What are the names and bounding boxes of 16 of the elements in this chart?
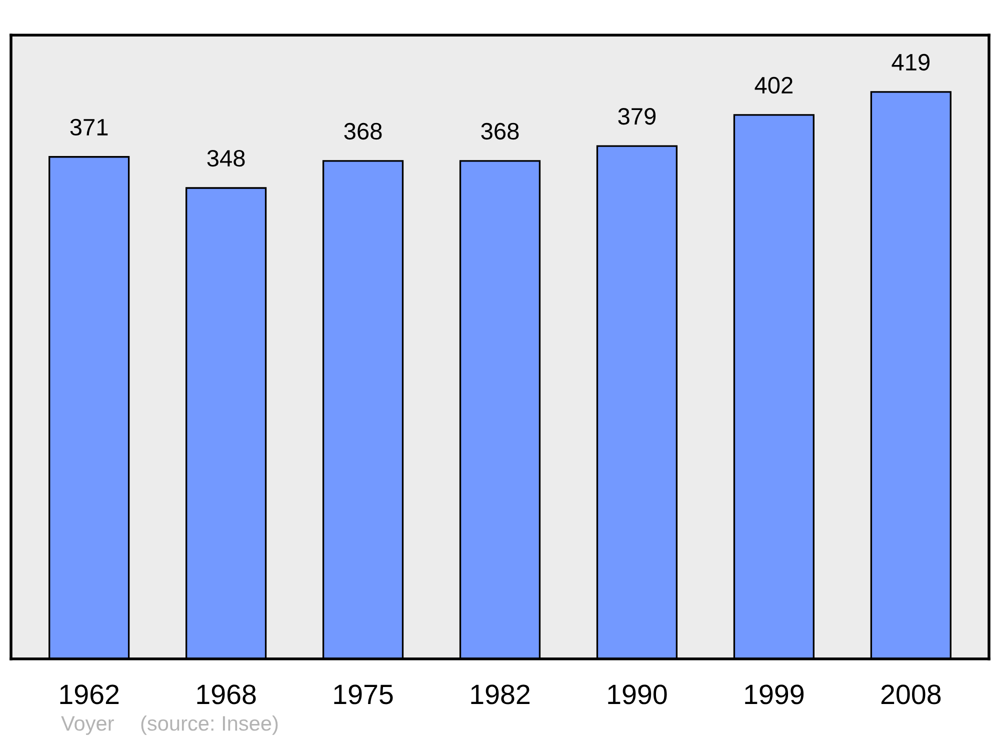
x-tick-label: 2008 — [881, 684, 941, 704]
data-label: 368 — [344, 122, 382, 140]
data-label: 348 — [207, 150, 245, 167]
x-tick-label: 1975 — [334, 684, 393, 704]
x-tick-label: 1962 — [60, 684, 119, 704]
x-tick-label: 1968 — [197, 684, 256, 704]
x-tick-label: 1990 — [608, 684, 667, 704]
text: (source: Insee) — [141, 715, 278, 735]
data-label: 371 — [70, 118, 108, 136]
x-tick-label: 1982 — [471, 684, 530, 704]
text: Voyer — [61, 716, 114, 735]
data-label: 419 — [892, 54, 930, 71]
data-label: 368 — [481, 122, 519, 140]
data-label: 402 — [754, 76, 792, 94]
data-label: 379 — [618, 108, 656, 125]
x-tick-label: 1999 — [745, 684, 804, 704]
